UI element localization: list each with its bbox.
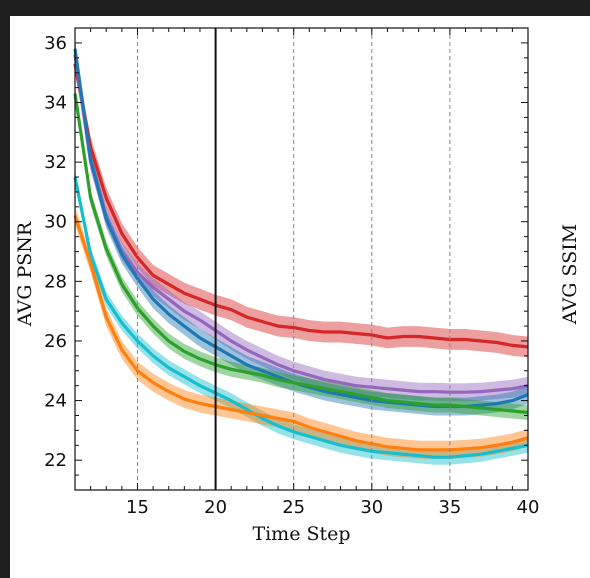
series-line-1 bbox=[73, 54, 529, 394]
y-tick-label: 32 bbox=[44, 152, 67, 173]
x-tick-label: 30 bbox=[360, 497, 383, 518]
series-line-5 bbox=[73, 215, 529, 452]
axis-ticks bbox=[74, 27, 529, 491]
x-tick-label: 40 bbox=[517, 497, 540, 518]
y2-axis-label: AVG SSIM bbox=[559, 224, 581, 325]
reference-lines bbox=[136, 28, 451, 490]
series-line-0 bbox=[73, 63, 529, 349]
y-axis-label: AVG PSNR bbox=[14, 221, 36, 327]
x-tick-label: 35 bbox=[438, 497, 461, 518]
y-tick-label: 28 bbox=[44, 271, 67, 292]
psnr-line-chart: 15 20 25 30 35 40 22 24 26 28 30 32 34 36 Time Step A… bbox=[14, 27, 581, 545]
y-tick-label: 22 bbox=[44, 450, 67, 471]
chart-panel: 15 20 25 30 35 40 22 24 26 28 30 32 34 36 Time Step A… bbox=[10, 16, 590, 578]
y-tick-label: 34 bbox=[44, 93, 67, 114]
x-axis-label: Time Step bbox=[252, 523, 350, 545]
y-tick-label: 24 bbox=[44, 391, 67, 412]
y-tick-label: 30 bbox=[44, 212, 67, 233]
series-lines bbox=[73, 48, 529, 459]
series-band-5 bbox=[75, 206, 528, 459]
x-tick-label: 15 bbox=[126, 497, 149, 518]
x-tick-label: 25 bbox=[282, 497, 305, 518]
confidence-bands bbox=[75, 39, 528, 465]
plot-frame bbox=[74, 27, 529, 491]
y-tick-label: 36 bbox=[44, 33, 67, 54]
tick-labels: 15 20 25 30 35 40 22 24 26 28 30 32 34 36 bbox=[44, 33, 539, 518]
x-tick-label: 20 bbox=[204, 497, 227, 518]
series-line-3 bbox=[73, 93, 529, 415]
series-band-2 bbox=[75, 39, 528, 416]
series-line-4 bbox=[73, 176, 529, 459]
y-tick-label: 26 bbox=[44, 331, 67, 352]
